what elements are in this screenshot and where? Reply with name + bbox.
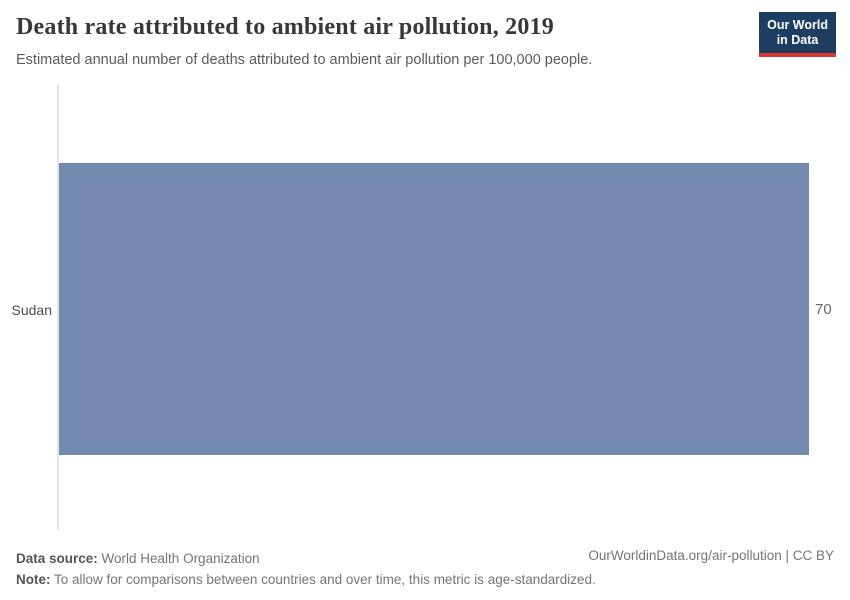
owid-logo-line2: in Data — [776, 33, 819, 47]
note-line: Note: To allow for comparisons between c… — [16, 569, 596, 590]
data-source-line: Data source: World Health Organization — [16, 548, 596, 569]
note-value: To allow for comparisons between countri… — [50, 572, 596, 587]
data-source-label: Data source: — [16, 551, 98, 566]
owid-logo: Our World in Data — [759, 12, 836, 57]
owid-logo-line1: Our World — [767, 18, 828, 32]
chart-footer: Data source: World Health Organization N… — [16, 548, 596, 590]
bar-sudan[interactable] — [59, 163, 809, 455]
y-axis-line — [57, 85, 59, 530]
data-source-value: World Health Organization — [97, 551, 260, 566]
chart-subtitle: Estimated annual number of deaths attrib… — [16, 52, 593, 68]
attribution-link[interactable]: OurWorldinData.org/air-pollution | CC BY — [588, 548, 834, 563]
chart-title: Death rate attributed to ambient air pol… — [16, 14, 554, 40]
value-label-sudan: 70 — [815, 301, 832, 318]
note-label: Note: — [16, 572, 51, 587]
category-label-sudan[interactable]: Sudan — [11, 302, 52, 318]
